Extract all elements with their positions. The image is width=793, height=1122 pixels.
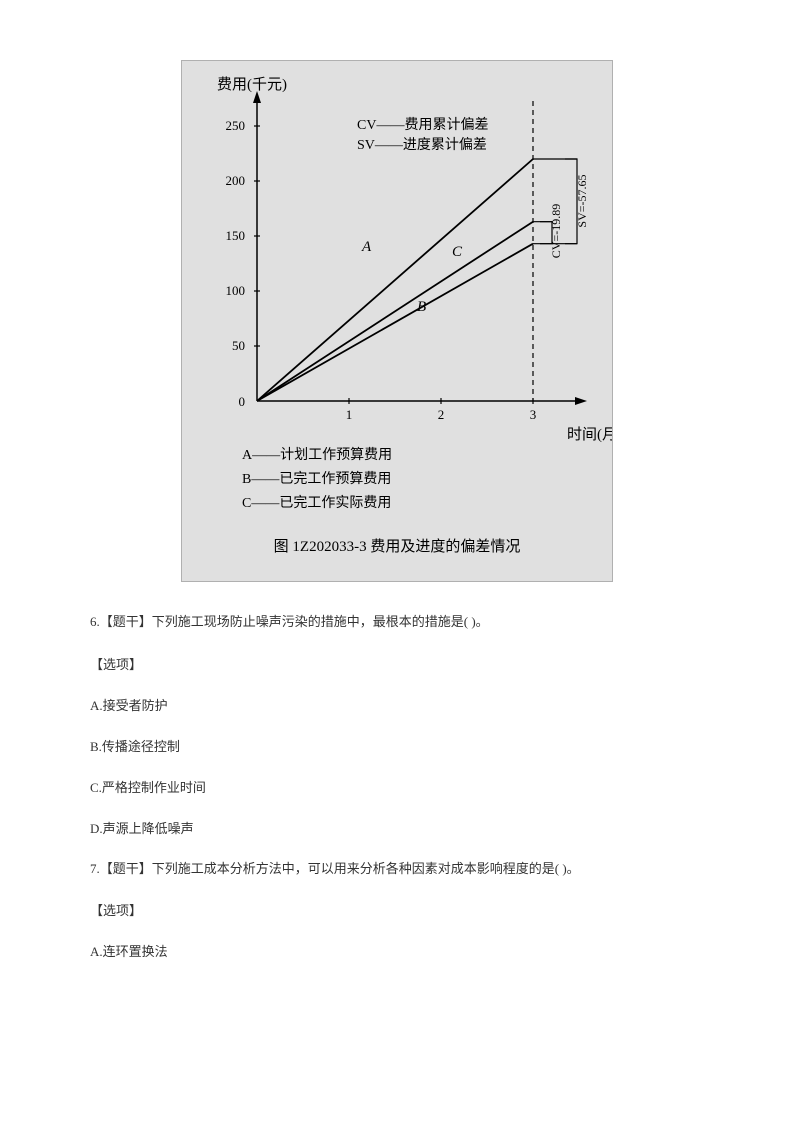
q6-stem: 6.【题干】下列施工现场防止噪声污染的措施中，最根本的措施是( )。	[90, 612, 703, 632]
cv-value-label: CV=-19.89	[549, 204, 563, 258]
q7-stem: 7.【题干】下列施工成本分析方法中，可以用来分析各种因素对成本影响程度的是( )…	[90, 859, 703, 879]
svg-text:250: 250	[225, 118, 245, 133]
svg-text:2: 2	[437, 407, 444, 422]
deviation-chart: 0 50 100 150 200 250 1 2 3	[181, 60, 613, 582]
q6-option-a: A.接受者防护	[90, 695, 703, 714]
q6-options-label: 【选项】	[90, 654, 703, 673]
chart-caption: 图 1Z202033-3 费用及进度的偏差情况	[273, 538, 520, 555]
svg-text:100: 100	[225, 283, 245, 298]
legend-a: A——计划工作预算费用	[242, 447, 392, 463]
q6-option-c: C.严格控制作业时间	[90, 777, 703, 796]
series-a-label: A	[361, 239, 372, 255]
series-a-line	[257, 159, 533, 401]
legend-cv: CV——费用累计偏差	[357, 117, 488, 133]
series-b-label: B	[417, 299, 426, 315]
legend-b: B——已完工作预算费用	[242, 471, 391, 487]
q6-option-b: B.传播途径控制	[90, 736, 703, 755]
x-axis-label: 时间(月)	[567, 426, 612, 443]
q7-option-a: A.连环置换法	[90, 941, 703, 960]
series-c-line	[257, 222, 533, 401]
series-c-label: C	[452, 244, 463, 260]
svg-text:1: 1	[345, 407, 352, 422]
legend-c: C——已完工作实际费用	[242, 495, 391, 511]
legend-sv: SV——进度累计偏差	[357, 137, 487, 153]
svg-text:150: 150	[225, 228, 245, 243]
svg-text:200: 200	[225, 173, 245, 188]
svg-text:50: 50	[232, 338, 245, 353]
sv-value-label: SV=-57.65	[575, 174, 589, 227]
y-axis-label: 费用(千元)	[217, 76, 287, 93]
svg-text:0: 0	[238, 394, 245, 409]
q6-option-d: D.声源上降低噪声	[90, 818, 703, 837]
series-b-line	[257, 244, 533, 401]
q7-options-label: 【选项】	[90, 900, 703, 919]
svg-text:3: 3	[529, 407, 536, 422]
